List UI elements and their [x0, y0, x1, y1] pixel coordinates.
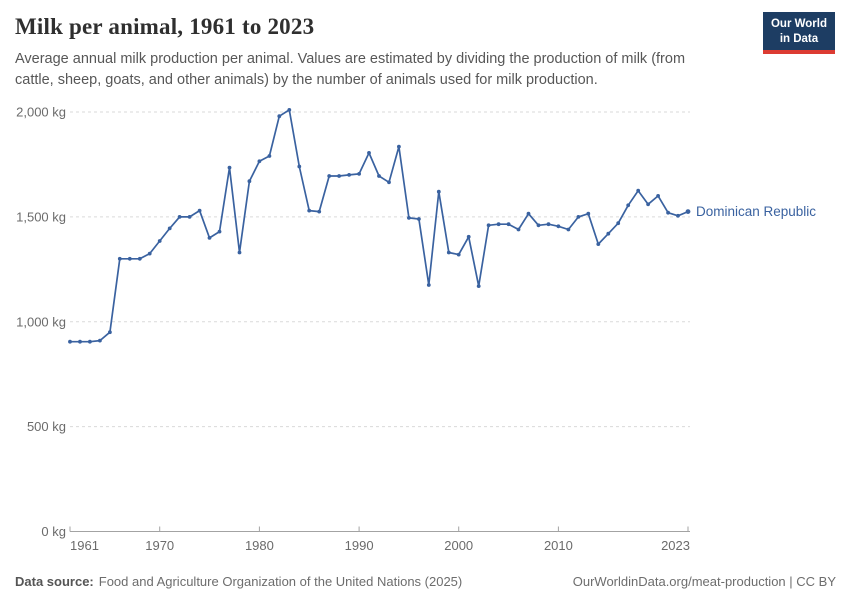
data-point[interactable]	[456, 252, 461, 257]
data-point[interactable]	[68, 339, 72, 344]
data-point[interactable]	[486, 223, 491, 228]
data-point[interactable]	[546, 222, 551, 227]
data-point[interactable]	[417, 217, 421, 221]
data-point[interactable]	[407, 216, 411, 220]
data-point[interactable]	[446, 250, 451, 255]
data-point[interactable]	[88, 339, 92, 344]
data-point[interactable]	[167, 226, 172, 231]
chart-subtitle: Average annual milk production per anima…	[15, 49, 735, 90]
data-point[interactable]	[307, 208, 312, 213]
data-point[interactable]	[656, 194, 660, 198]
data-point[interactable]	[177, 215, 182, 219]
data-point[interactable]	[586, 211, 591, 216]
series-label: Dominican Republic	[696, 204, 816, 219]
data-point[interactable]	[436, 189, 441, 194]
data-point[interactable]	[217, 229, 222, 234]
data-point[interactable]	[426, 283, 431, 287]
owid-logo-line2: in Data	[779, 32, 819, 45]
data-source-label: Data source:	[15, 574, 94, 589]
data-point[interactable]	[616, 221, 621, 226]
data-point[interactable]	[536, 223, 541, 228]
data-point[interactable]	[227, 165, 232, 170]
x-axis-tick-label: 1961	[70, 538, 99, 553]
data-source-text: Food and Agriculture Organization of the…	[98, 574, 463, 589]
data-point[interactable]	[147, 251, 152, 256]
data-point[interactable]	[347, 173, 351, 177]
data-point[interactable]	[646, 202, 650, 207]
x-axis-tick-label: 1980	[245, 538, 274, 553]
data-point[interactable]	[626, 203, 631, 208]
x-axis-tick-label: 2010	[544, 538, 573, 553]
y-axis-tick-label: 0 kg	[41, 524, 66, 539]
data-point[interactable]	[137, 256, 142, 261]
data-point[interactable]	[556, 224, 561, 229]
data-point[interactable]	[267, 154, 272, 158]
data-point[interactable]	[526, 211, 531, 216]
y-axis-tick-label: 2,000 kg	[16, 105, 66, 120]
data-point[interactable]	[576, 215, 581, 219]
owid-logo-line1: Our World	[770, 18, 827, 30]
data-point[interactable]	[157, 239, 162, 243]
chart-subtitle-line1: Average annual milk production per anima…	[15, 51, 686, 67]
data-point[interactable]	[367, 151, 371, 155]
data-point[interactable]	[476, 284, 481, 288]
data-point[interactable]	[247, 179, 252, 184]
owid-logo[interactable]: Our World in Data	[762, 12, 835, 54]
data-point[interactable]	[197, 208, 202, 213]
data-point[interactable]	[496, 222, 501, 227]
data-point[interactable]	[377, 174, 381, 178]
x-axis-tick-label: 2023	[661, 538, 690, 553]
data-point[interactable]	[337, 174, 341, 178]
data-point[interactable]	[387, 180, 391, 185]
attribution: OurWorldinData.org/meat-production | CC …	[573, 574, 836, 589]
data-point[interactable]	[666, 210, 670, 215]
x-axis-tick-label: 1990	[345, 538, 374, 553]
data-point[interactable]	[277, 114, 282, 119]
data-point[interactable]	[237, 250, 242, 255]
x-axis-tick-label: 1970	[145, 538, 174, 553]
data-point[interactable]	[676, 213, 680, 218]
data-point[interactable]	[636, 188, 641, 193]
y-axis-tick-label: 1,500 kg	[16, 209, 66, 224]
data-point[interactable]	[397, 144, 401, 149]
data-point[interactable]	[98, 338, 102, 343]
data-point[interactable]	[317, 209, 322, 214]
y-axis-tick-label: 500 kg	[27, 419, 66, 434]
attribution-link[interactable]: OurWorldinData.org/meat-production	[572, 574, 786, 589]
data-point[interactable]	[287, 108, 292, 112]
data-point[interactable]	[566, 227, 571, 232]
data-line[interactable]	[69, 109, 689, 343]
data-point[interactable]	[257, 159, 262, 164]
chart-subtitle-line2: cattle, sheep, goats, and other animals)…	[15, 71, 598, 88]
data-point[interactable]	[207, 236, 212, 240]
data-point[interactable]	[327, 174, 332, 178]
data-point[interactable]	[685, 209, 691, 215]
data-point[interactable]	[466, 234, 471, 239]
data-point[interactable]	[117, 256, 122, 261]
data-point[interactable]	[297, 164, 302, 169]
data-point[interactable]	[596, 242, 601, 247]
data-point[interactable]	[357, 172, 361, 176]
attribution-license: | CC BY	[785, 574, 836, 589]
chart-footer: Data source: Food and Agriculture Organiz…	[15, 574, 836, 589]
data-point[interactable]	[187, 215, 192, 219]
data-point[interactable]	[127, 256, 132, 261]
data-point[interactable]	[506, 222, 511, 227]
page-title: Milk per animal, 1961 to 2023	[15, 14, 315, 39]
data-point[interactable]	[516, 227, 521, 232]
x-axis-tick-label: 2000	[444, 538, 473, 553]
chart-header: Milk per animal, 1961 to 2023 Our World …	[15, 12, 835, 90]
y-axis-tick-label: 1,000 kg	[16, 314, 66, 329]
data-source: Data source: Food and Agriculture Organiz…	[15, 574, 462, 589]
data-point[interactable]	[108, 330, 112, 335]
data-point[interactable]	[606, 231, 611, 236]
data-point[interactable]	[78, 339, 82, 344]
